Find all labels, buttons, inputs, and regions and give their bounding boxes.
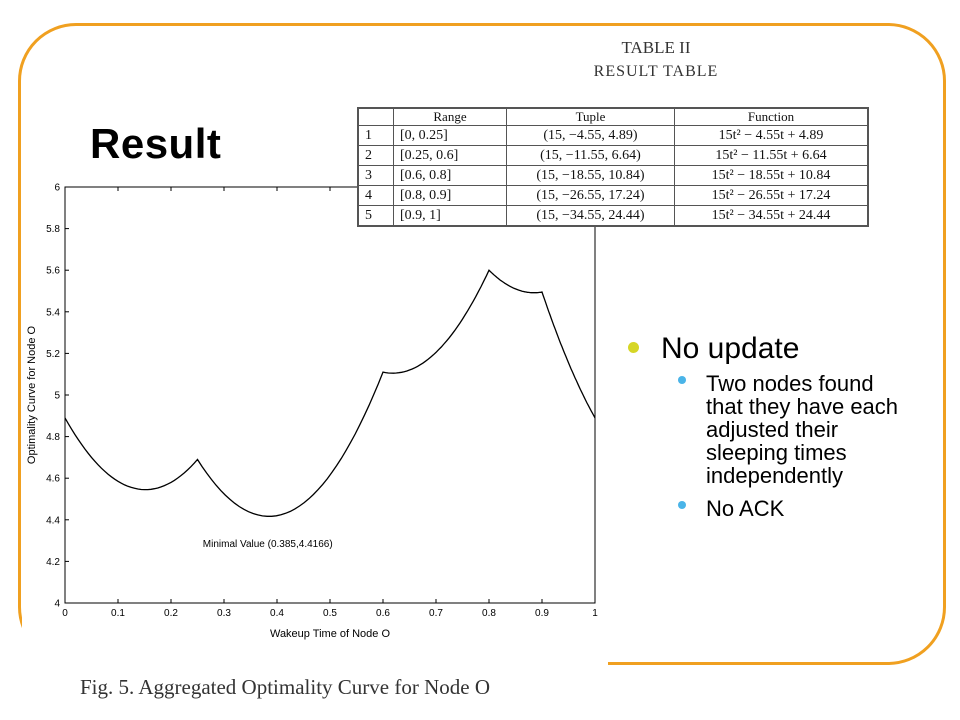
sub-bullet-text: Two nodes found that they have each adju… xyxy=(706,371,899,488)
x-tick-label: 0.2 xyxy=(164,608,178,619)
table-cell-function: 15t² − 18.55t + 10.84 xyxy=(674,165,869,186)
table-header-tuple: Tuple xyxy=(506,107,675,126)
y-tick-label: 5.8 xyxy=(46,224,60,235)
bullet-dot-icon xyxy=(628,342,639,353)
table-cell-range: [0.8, 0.9] xyxy=(393,185,507,206)
sub-bullet-dot-icon xyxy=(678,376,686,384)
table-cell-tuple: (15, −34.55, 24.44) xyxy=(506,205,675,227)
table-caption-number: TABLE II xyxy=(621,38,691,57)
table-cell-range: [0.25, 0.6] xyxy=(393,145,507,166)
y-tick-label: 4.6 xyxy=(46,474,60,485)
table-caption-title: RESULT TABLE xyxy=(593,63,719,80)
sub-bullet-item: No ACK xyxy=(676,497,916,520)
y-tick-label: 4.8 xyxy=(46,432,60,443)
table-cell-tuple: (15, −4.55, 4.89) xyxy=(506,125,675,146)
table-header-function: Function xyxy=(674,107,869,126)
x-tick-label: 1 xyxy=(592,608,598,619)
sub-bullet-text: No ACK xyxy=(706,496,785,521)
y-tick-label: 4.2 xyxy=(46,557,60,568)
y-axis: 4 4.2 4.4 4.6 4.8 5 5.2 5.4 5.6 5.8 6 xyxy=(46,183,69,610)
bullet-main-text: No update xyxy=(661,332,800,365)
x-tick-label: 0.8 xyxy=(482,608,496,619)
table-cell-index: 3 xyxy=(357,165,394,186)
table-cell-range: [0, 0.25] xyxy=(393,125,507,146)
sub-bullet-list: Two nodes found that they have each adju… xyxy=(676,372,916,530)
sub-bullet-item: Two nodes found that they have each adju… xyxy=(676,372,916,487)
x-tick-label: 0.7 xyxy=(429,608,443,619)
table-header-index xyxy=(357,107,394,126)
table-cell-range: [0.9, 1] xyxy=(393,205,507,227)
table-row: 2 [0.25, 0.6] (15, −11.55, 6.64) 15t² − … xyxy=(357,145,869,166)
table-cell-tuple: (15, −26.55, 17.24) xyxy=(506,185,675,206)
optimality-curve-line xyxy=(64,269,596,517)
y-axis-label: Optimality Curve for Node O xyxy=(26,325,38,464)
y-tick-label: 5 xyxy=(54,391,60,402)
table-cell-function: 15t² − 4.55t + 4.89 xyxy=(674,125,869,146)
y-tick-label: 6 xyxy=(54,183,60,194)
table-row: 1 [0, 0.25] (15, −4.55, 4.89) 15t² − 4.5… xyxy=(357,125,869,146)
y-tick-label: 4 xyxy=(54,599,60,610)
y-tick-label: 5.6 xyxy=(46,266,60,277)
table-cell-index: 1 xyxy=(357,125,394,146)
x-tick-label: 0.3 xyxy=(217,608,231,619)
x-axis: 0 0.1 0.2 0.3 0.4 0.5 0.6 0.7 0.8 0.9 1 xyxy=(62,187,598,619)
result-table: Range Tuple Function 1 [0, 0.25] (15, −4… xyxy=(357,107,869,227)
y-tick-label: 5.4 xyxy=(46,307,60,318)
table-cell-index: 5 xyxy=(357,205,394,227)
table-cell-tuple: (15, −11.55, 6.64) xyxy=(506,145,675,166)
table-header-row: Range Tuple Function xyxy=(357,107,869,126)
plot-background xyxy=(22,168,608,668)
slide-title: Result xyxy=(90,120,222,167)
table-cell-function: 15t² − 11.55t + 6.64 xyxy=(674,145,869,166)
table-cell-function: 15t² − 34.55t + 24.44 xyxy=(674,205,869,227)
table-header-range: Range xyxy=(393,107,507,126)
sub-bullet-dot-icon xyxy=(678,501,686,509)
table-cell-range: [0.6, 0.8] xyxy=(393,165,507,186)
table-cell-function: 15t² − 26.55t + 17.24 xyxy=(674,185,869,206)
x-tick-label: 0.4 xyxy=(270,608,284,619)
x-tick-label: 0.5 xyxy=(323,608,337,619)
table-row: 5 [0.9, 1] (15, −34.55, 24.44) 15t² − 34… xyxy=(357,205,869,227)
y-tick-label: 4.4 xyxy=(46,515,60,526)
table-row: 4 [0.8, 0.9] (15, −26.55, 17.24) 15t² − … xyxy=(357,185,869,206)
table-cell-index: 4 xyxy=(357,185,394,206)
x-tick-label: 0.6 xyxy=(376,608,390,619)
y-tick-label: 5.2 xyxy=(46,349,60,360)
x-axis-label: Wakeup Time of Node O xyxy=(270,628,390,640)
bullet-no-update: No update xyxy=(628,332,799,366)
minimal-value-annotation: Minimal Value (0.385,4.4166) xyxy=(203,539,333,550)
figure-caption: Fig. 5. Aggregated Optimality Curve for … xyxy=(80,675,491,699)
x-tick-label: 0.1 xyxy=(111,608,125,619)
x-tick-label: 0 xyxy=(62,608,68,619)
table-cell-index: 2 xyxy=(357,145,394,166)
table-row: 3 [0.6, 0.8] (15, −18.55, 10.84) 15t² − … xyxy=(357,165,869,186)
x-tick-label: 0.9 xyxy=(535,608,549,619)
table-cell-tuple: (15, −18.55, 10.84) xyxy=(506,165,675,186)
